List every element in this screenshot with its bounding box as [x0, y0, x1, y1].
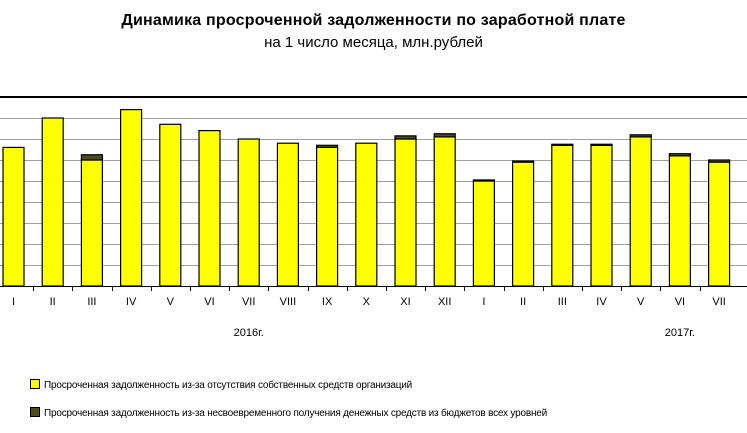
bar-budget-funds: [590, 143, 613, 146]
x-tick-label: II: [520, 296, 526, 308]
bar-own-funds: [355, 142, 378, 287]
x-tick-label: I: [482, 296, 485, 308]
bar-own-funds: [590, 144, 613, 287]
bar-own-funds: [551, 144, 574, 287]
x-tick-label: II: [50, 296, 56, 308]
x-tick-label: III: [87, 296, 96, 308]
bar-budget-funds: [433, 133, 456, 138]
legend-label-own-funds: Просроченная задолженность из-за отсутст…: [44, 380, 413, 391]
x-tick-label: VI: [204, 296, 214, 308]
bar-own-funds: [511, 161, 535, 287]
x-tick-label: V: [167, 296, 175, 308]
bar-budget-funds: [551, 143, 574, 146]
legend-item-budget-funds: Просроченная задолженность из-за несвоев…: [30, 407, 547, 419]
bar-own-funds: [41, 117, 64, 287]
x-tick-label: XII: [438, 296, 451, 308]
x-tick-label: III: [558, 296, 567, 308]
x-tick-label: I: [12, 296, 15, 308]
bar-own-funds: [707, 161, 731, 287]
year-label: 2016г.: [234, 327, 264, 339]
legend-label-budget-funds: Просроченная задолженность из-за несвоев…: [44, 408, 548, 419]
legend-swatch-own-funds: [30, 379, 40, 389]
bar-budget-funds: [668, 153, 692, 157]
bar-own-funds: [276, 142, 299, 287]
x-tick-label: VII: [712, 296, 725, 308]
year-label: 2017г.: [665, 327, 695, 339]
chart-title: Динамика просроченной задолженности по з…: [121, 12, 626, 29]
bar-own-funds: [629, 136, 652, 287]
x-tick-label: VI: [675, 296, 685, 308]
bar-own-funds: [668, 155, 692, 287]
legend-item-own-funds: Просроченная задолженность из-за отсутст…: [30, 379, 412, 391]
bar-own-funds: [433, 136, 456, 287]
bar-budget-funds: [394, 135, 417, 140]
x-tick-label: IX: [322, 296, 333, 308]
x-tick-label: IV: [126, 296, 137, 308]
x-tick-label: IV: [596, 296, 607, 308]
bar-budget-funds: [511, 160, 535, 163]
x-tick-label: XI: [400, 296, 410, 308]
x-tick-label: VII: [242, 296, 255, 308]
bar-own-funds: [394, 138, 417, 287]
bar-own-funds: [316, 146, 339, 287]
bar-own-funds: [237, 138, 260, 287]
bar-budget-funds: [629, 134, 652, 138]
x-tick-label: V: [637, 296, 645, 308]
bar-own-funds: [119, 108, 143, 287]
bar-own-funds: [80, 159, 104, 287]
x-tick-label: X: [363, 296, 371, 308]
bar-own-funds: [198, 130, 221, 287]
chart-subtitle: на 1 число месяца, млн.рублей: [264, 34, 483, 51]
bar-budget-funds: [316, 144, 339, 149]
bar-budget-funds: [707, 159, 731, 163]
x-tick-label: VIII: [280, 296, 297, 308]
bar-own-funds: [472, 180, 495, 287]
bar-budget-funds: [80, 154, 104, 161]
bar-own-funds: [159, 123, 182, 287]
legend-swatch-budget-funds: [30, 407, 40, 417]
bar-own-funds: [2, 146, 25, 287]
bar-budget-funds: [472, 179, 495, 182]
